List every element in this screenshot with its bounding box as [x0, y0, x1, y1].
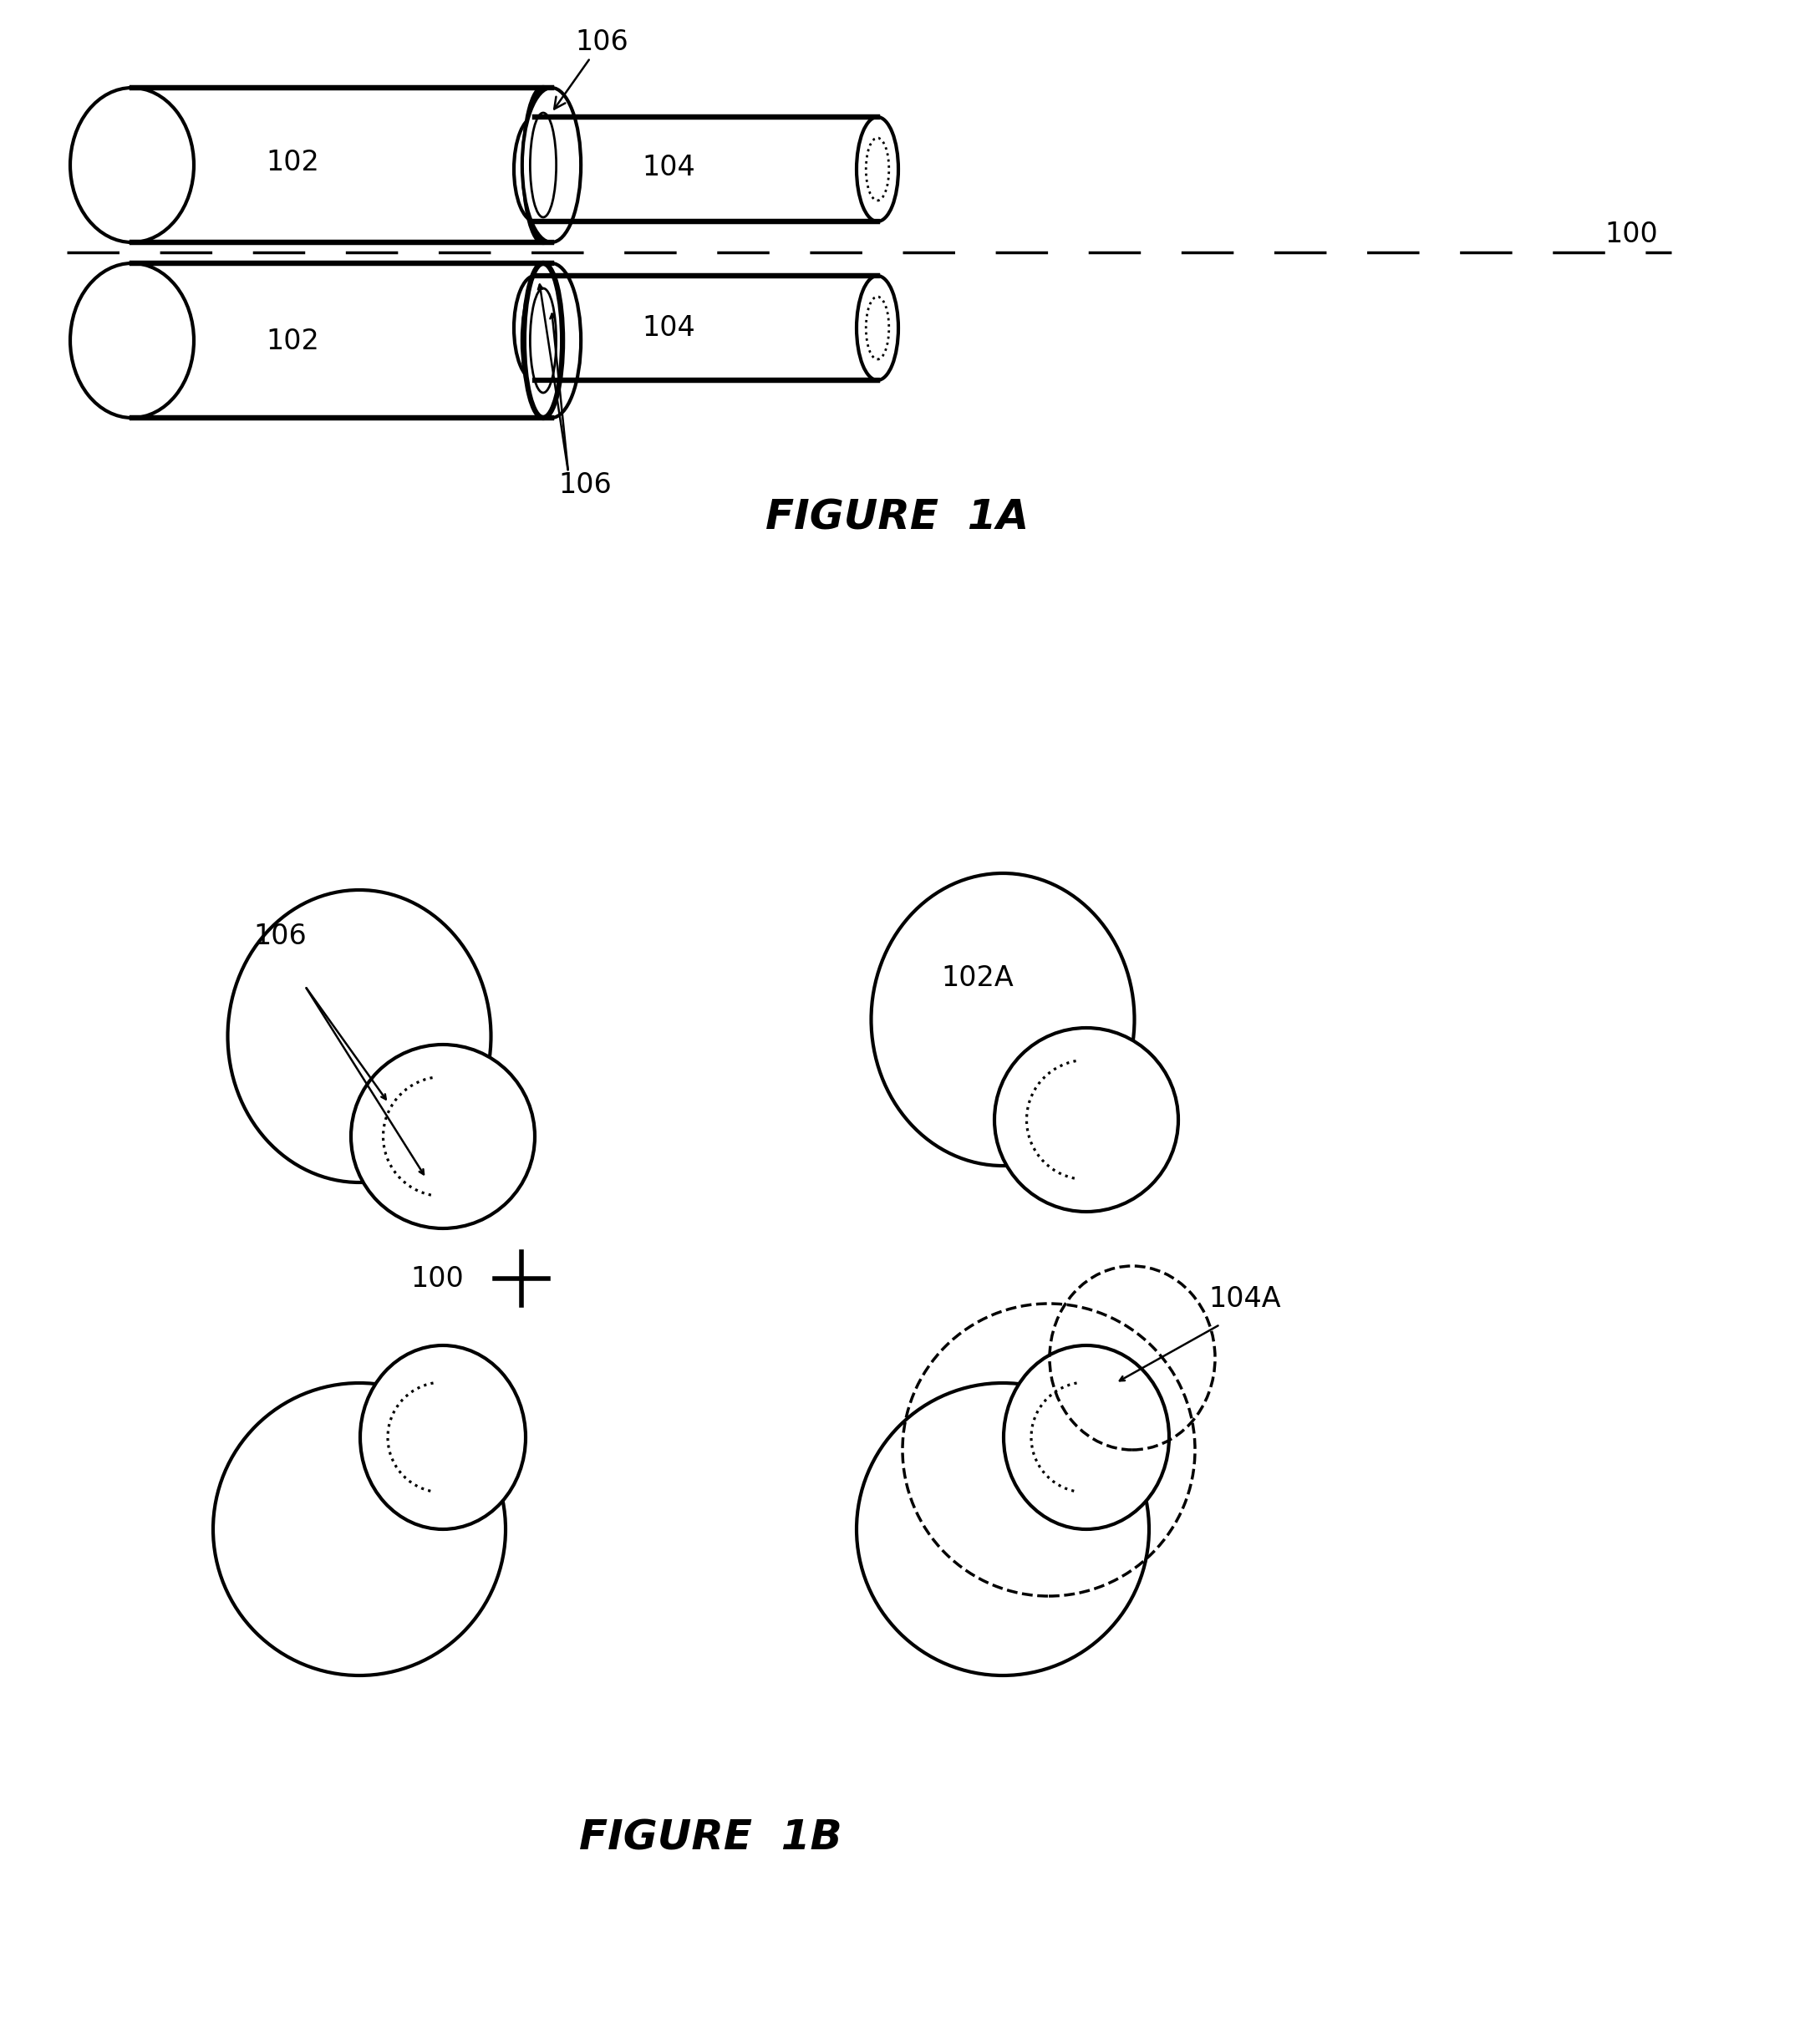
Text: 106: 106: [555, 29, 628, 108]
Ellipse shape: [70, 88, 194, 243]
Text: FIGURE  1A: FIGURE 1A: [766, 499, 1029, 538]
Ellipse shape: [352, 1044, 535, 1228]
Ellipse shape: [530, 288, 556, 392]
Text: 104: 104: [643, 153, 695, 182]
Ellipse shape: [856, 276, 898, 380]
Text: FIGURE  1B: FIGURE 1B: [578, 1819, 842, 1858]
Polygon shape: [535, 117, 878, 221]
Ellipse shape: [856, 117, 898, 221]
Ellipse shape: [522, 264, 582, 417]
Ellipse shape: [513, 276, 556, 380]
Ellipse shape: [994, 1028, 1178, 1212]
Polygon shape: [133, 264, 551, 417]
Ellipse shape: [524, 88, 562, 243]
Text: 106: 106: [253, 922, 307, 950]
Ellipse shape: [513, 117, 556, 221]
Text: 102A: 102A: [941, 965, 1014, 991]
Text: 104A: 104A: [1210, 1286, 1282, 1312]
Ellipse shape: [361, 1345, 526, 1529]
Ellipse shape: [70, 264, 194, 417]
Ellipse shape: [524, 264, 562, 417]
Ellipse shape: [1003, 1345, 1169, 1529]
Ellipse shape: [530, 112, 556, 217]
Text: 104: 104: [643, 315, 695, 341]
Text: 100: 100: [1605, 221, 1659, 247]
Polygon shape: [535, 276, 878, 380]
Text: 106: 106: [558, 470, 612, 499]
Polygon shape: [133, 88, 551, 243]
Text: 100: 100: [411, 1265, 463, 1292]
Ellipse shape: [214, 1384, 506, 1676]
Ellipse shape: [522, 88, 582, 243]
Ellipse shape: [228, 889, 492, 1181]
Ellipse shape: [871, 873, 1134, 1165]
Text: 102: 102: [266, 149, 320, 176]
Ellipse shape: [856, 1384, 1149, 1676]
Text: 102: 102: [266, 327, 320, 356]
